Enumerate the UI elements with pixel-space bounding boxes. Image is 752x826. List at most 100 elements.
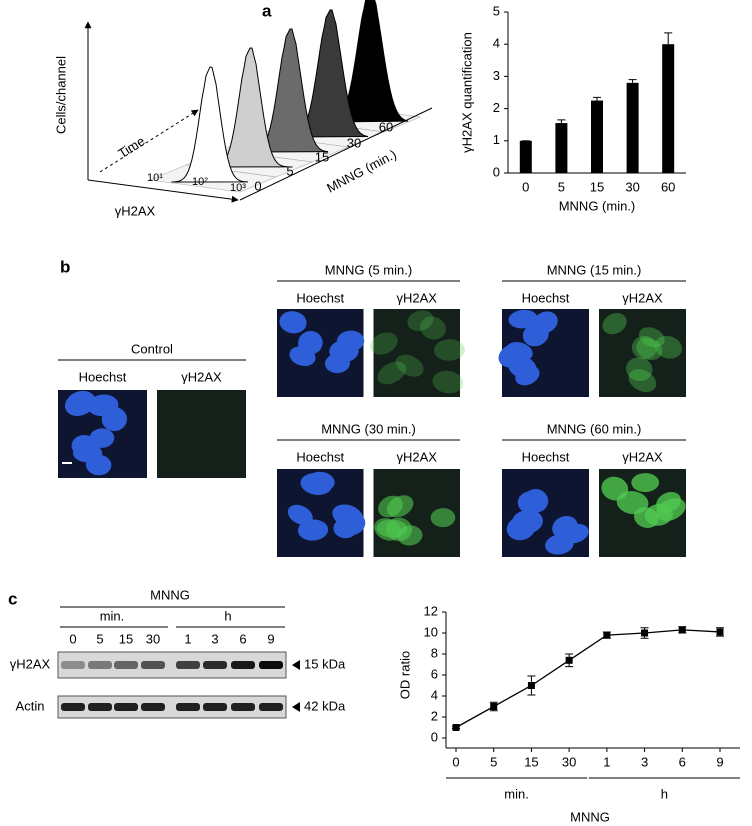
micrograph [157,390,246,478]
nucleus [370,332,398,355]
nucleus [628,369,657,393]
label: γH2AX [397,290,438,305]
label: 15 [315,149,329,164]
nucleus [625,357,653,382]
y-tick-label: 3 [493,68,500,83]
x-tick-label: 15 [524,754,538,769]
nucleus [279,311,307,334]
x-tick-label: 60 [661,179,675,194]
band [203,703,227,711]
axis [87,179,239,203]
marker [603,631,611,639]
axis-title: MNNG [570,809,610,824]
marker [641,629,649,637]
nucleus [638,327,665,348]
bar [519,140,532,173]
line [455,629,721,729]
x-tick-label: 0 [452,754,459,769]
y-tick-label: 4 [493,36,500,51]
error-bar [664,32,673,45]
group-label: h [661,786,668,801]
nucleus [636,337,663,361]
nucleus [654,335,683,359]
label: MNNG [150,587,190,602]
error-bar [628,79,637,83]
nucleus [515,365,540,386]
x-tick-label: 5 [558,179,565,194]
nucleus [523,489,549,513]
x-tick-label: 30 [625,179,639,194]
group-label: min. [504,786,529,801]
histogram [171,66,249,183]
label: Hoechst [296,290,344,305]
nucleus [508,309,538,329]
label: Hoechst [296,449,344,464]
label: Hoechst [522,449,570,464]
nucleus [377,361,407,385]
x-tick-label: 1 [603,754,610,769]
band [88,703,112,711]
y-tick-label: 12 [424,603,438,618]
nucleus [522,323,549,347]
y-tick-label: 1 [493,132,500,147]
x-tick-label: 9 [716,754,723,769]
nucleus [378,495,403,518]
label: MNNG (60 min.) [547,421,642,436]
axis [99,109,199,173]
band [259,661,283,669]
bar [626,82,639,173]
band [176,661,200,669]
blot [57,695,287,719]
error-bar [593,96,601,101]
nucleus [506,516,536,541]
label: 10³ [230,182,246,194]
band [176,703,200,711]
micrograph [599,309,686,397]
nucleus [376,519,408,538]
panel-label: a [262,1,272,20]
label: 9 [267,631,274,646]
label: h [224,608,231,623]
axis-title: γH2AX quantification [459,32,474,153]
nucleus [340,512,366,536]
nucleus [395,354,424,377]
nucleus [432,370,464,394]
nucleus [64,390,96,416]
band [61,703,85,711]
label: Time [115,133,147,161]
y-tick-label: 2 [431,708,438,723]
label: Control [131,341,173,356]
x-tick-label: 30 [562,754,576,769]
marker [527,682,535,689]
marker [490,703,498,710]
label: 0 [69,631,76,646]
y-tick-label: 5 [493,3,500,18]
label: MNNG (30 min.) [321,421,416,436]
label: 15 kDa [304,656,346,671]
nucleus [602,313,627,335]
band [231,661,255,669]
y-tick-label: 0 [431,729,438,744]
nucleus [433,339,465,361]
label: 10¹ [147,172,163,184]
nucleus [71,435,97,457]
nucleus [545,534,574,555]
x-tick-label: 5 [490,754,497,769]
label: 60 [379,119,393,134]
label: Hoechst [79,369,127,384]
nucleus [656,491,681,513]
band [231,703,255,711]
nucleus [287,504,313,525]
band [61,661,85,669]
label: MNNG (5 min.) [325,262,412,277]
nucleus [85,454,112,476]
label: 30 [347,135,361,150]
x-tick-label: 15 [590,179,604,194]
label: γH2AX [10,656,51,671]
y-tick-label: 10 [424,624,438,639]
label: 42 kDa [304,698,346,713]
nucleus [430,508,456,528]
arrow [292,660,300,670]
panel-label: b [60,257,70,276]
